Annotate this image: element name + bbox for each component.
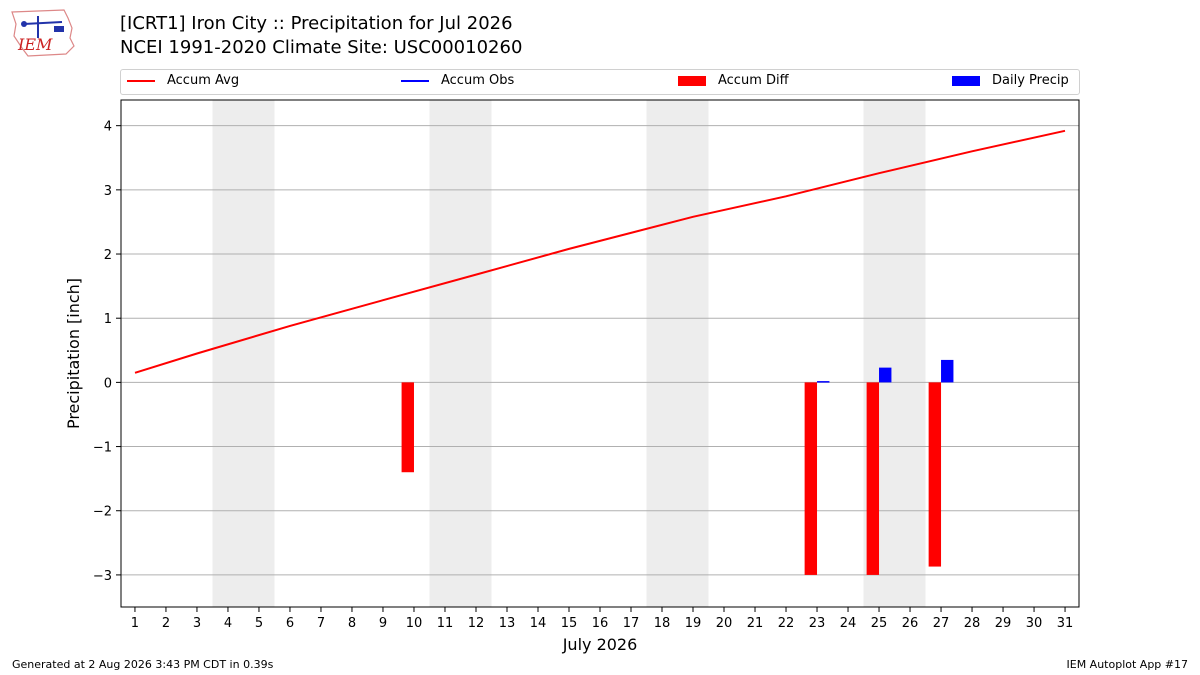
x-tick-label: 31 [1057,616,1074,631]
legend-swatch-accum-obs [401,79,429,82]
y-tick-label: 2 [104,248,112,263]
x-tick-label: 20 [716,616,733,631]
x-tick-label: 10 [406,616,423,631]
x-tick-label: 19 [685,616,702,631]
accum-avg-line [134,129,1066,374]
x-tick-label: 30 [1026,616,1043,631]
x-tick-label: 13 [499,616,516,631]
weekend-shade [646,100,709,607]
legend-swatch-daily-precip [952,75,980,86]
legend-label-accum-diff: Accum Diff [718,73,789,88]
y-tick-label: −1 [93,441,112,456]
x-tick-label: 28 [964,616,981,631]
lines [134,129,1066,374]
x-tick-label: 23 [809,616,826,631]
legend-item-daily-precip: Daily Precip [952,73,1069,88]
x-tick-label: 29 [995,616,1012,631]
y-tick-label: −3 [93,569,112,584]
legend-swatch-accum-diff [678,75,706,86]
accum-diff-bar [866,382,880,575]
x-tick-label: 26 [902,616,919,631]
weekend-shade [429,100,492,607]
legend: Accum Avg Accum Obs Accum Diff Daily Pre… [120,69,1080,95]
chart-subtitle: NCEI 1991-2020 Climate Site: USC00010260 [120,37,523,58]
x-tick-label: 12 [468,616,485,631]
legend-label-daily-precip: Daily Precip [992,73,1069,88]
iem-logo: IEM [11,9,75,57]
legend-item-accum-diff: Accum Diff [678,73,789,88]
x-tick-label: 14 [530,616,547,631]
x-tick-label: 3 [193,616,201,631]
gridlines [121,125,1079,576]
accum-diff-bar [928,382,942,567]
bars [401,359,954,575]
x-tick-label: 21 [747,616,764,631]
x-tick-label: 9 [379,616,387,631]
y-tick-label: 3 [104,184,112,199]
weekend-shading [212,100,926,607]
x-tick-label: 2 [162,616,170,631]
accum-diff-bar [401,382,414,473]
x-tick-label: 24 [840,616,857,631]
x-tick-label: 6 [286,616,294,631]
footer-generated: Generated at 2 Aug 2026 3:43 PM CDT in 0… [12,658,274,671]
x-tick-label: 17 [623,616,640,631]
y-tick-label: 0 [104,376,112,391]
y-tick-label: −2 [93,505,112,520]
chart-title: [ICRT1] Iron City :: Precipitation for J… [120,13,513,34]
x-tick-label: 16 [592,616,609,631]
svg-text:IEM: IEM [17,35,53,54]
y-tick-label: 1 [104,312,112,327]
x-tick-label: 8 [348,616,356,631]
x-tick-label: 1 [131,616,139,631]
legend-label-accum-obs: Accum Obs [441,73,515,88]
legend-item-accum-obs: Accum Obs [401,73,514,88]
legend-swatch-accum-avg [127,79,155,82]
y-tick-label: 4 [104,120,112,135]
weekend-shade [212,100,275,607]
daily-precip-bar [941,359,954,383]
x-tick-label: 27 [933,616,950,631]
x-tick-label: 25 [871,616,888,631]
x-tick-label: 22 [778,616,795,631]
x-tick-label: 7 [317,616,325,631]
x-tick-label: 18 [654,616,671,631]
footer-app: IEM Autoplot App #17 [1066,658,1189,671]
x-tick-label: 4 [224,616,232,631]
legend-label-accum-avg: Accum Avg [167,73,240,88]
x-axis-label: July 2026 [562,635,638,654]
x-tick-label: 11 [437,616,454,631]
legend-item-accum-avg: Accum Avg [127,73,239,88]
daily-precip-bar [817,381,830,383]
daily-precip-bar [879,367,892,383]
accum-diff-bar [804,382,818,575]
y-axis-label: Precipitation [inch] [64,278,83,429]
x-tick-label: 5 [255,616,263,631]
x-tick-label: 15 [561,616,578,631]
